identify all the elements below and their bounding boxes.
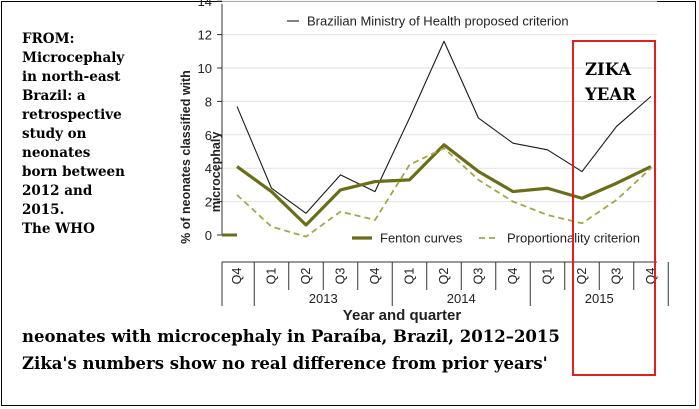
series-line — [236, 143, 652, 227]
x-tick-label: Q2 — [575, 268, 589, 285]
y-tick-label: 0 — [205, 228, 212, 243]
source-note-line: in north-east — [22, 69, 121, 85]
x-tick-label: Q2 — [299, 268, 313, 285]
source-note-line: Microcephaly — [22, 50, 125, 66]
series-line — [236, 147, 652, 238]
series-line — [236, 40, 652, 214]
caption-line-2: Zika's numbers show no real difference f… — [22, 354, 548, 373]
y-axis-label-line-2: microcephaly — [209, 132, 223, 213]
zika-label-line: YEAR — [585, 85, 636, 104]
x-year-label: 2013 — [309, 291, 338, 306]
y-axis-label: % of neonates classified with — [179, 70, 193, 244]
x-tick-label: Q3 — [610, 268, 624, 285]
source-note-line: born between — [22, 164, 125, 180]
y-tick-label: 10 — [198, 61, 212, 76]
x-tick-label: Q2 — [437, 268, 451, 285]
y-tick-label: 14 — [198, 0, 212, 9]
y-tick-label: 2 — [205, 195, 212, 210]
x-tick-label: Q4 — [506, 268, 520, 285]
source-note-line: study on — [22, 126, 87, 142]
x-tick-label: Q4 — [368, 268, 382, 285]
series-layer — [236, 40, 652, 238]
source-note-line: FROM: — [22, 31, 75, 47]
source-note-line: Brazil: a — [22, 88, 86, 104]
x-tick-label: Q4 — [230, 268, 244, 285]
x-tick-label: Q3 — [334, 268, 348, 285]
source-note-line: 2012 and — [22, 183, 93, 199]
x-axis-label: Year and quarter — [343, 307, 462, 324]
zika-year-label: ZIKA YEAR — [585, 57, 636, 107]
x-tick-label: Q3 — [472, 268, 486, 285]
y-tick-label: 6 — [205, 128, 212, 143]
x-tick-label: Q1 — [403, 268, 417, 285]
zika-label-line: ZIKA — [585, 60, 632, 79]
x-year-label: 2015 — [585, 291, 614, 306]
y-tick-label: 12 — [198, 28, 212, 43]
legend-label: Brazilian Ministry of Health proposed cr… — [307, 14, 569, 29]
zika-year-highlight-box — [572, 40, 656, 376]
caption-line-1: neonates with microcephaly in Paraíba, B… — [22, 327, 560, 346]
source-note-line: retrospective — [22, 107, 122, 123]
source-note-line: neonates — [22, 145, 91, 161]
x-year-label: 2014 — [447, 291, 476, 306]
source-note-line: The WHO — [22, 221, 95, 237]
y-tick-label: 4 — [205, 161, 212, 176]
x-tick-label: Q1 — [265, 268, 279, 285]
y-tick-label: 8 — [205, 94, 212, 109]
x-tick-label: Q1 — [541, 268, 555, 285]
source-note: FROM: Microcephaly in north-east Brazil:… — [22, 30, 142, 239]
source-note-line: 2015. — [22, 202, 65, 218]
legend-label: Fenton curves — [380, 231, 463, 246]
